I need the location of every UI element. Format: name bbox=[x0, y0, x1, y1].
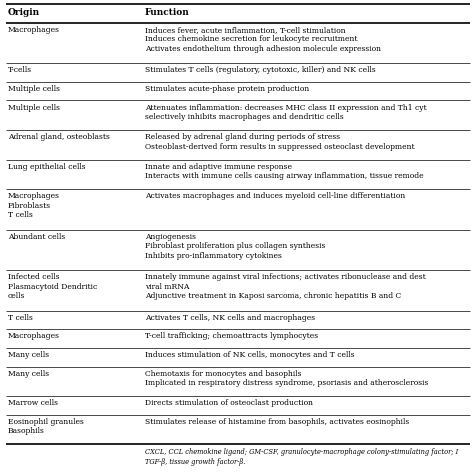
Text: T cells: T cells bbox=[8, 314, 33, 322]
Text: T-cells: T-cells bbox=[8, 66, 32, 74]
Text: Macrophages: Macrophages bbox=[8, 26, 60, 34]
Text: Attenuates inflammation: decreases MHC class II expression and Th1 cyt
selective: Attenuates inflammation: decreases MHC c… bbox=[145, 103, 427, 121]
Text: Activates macrophages and induces myeloid cell-line differentiation: Activates macrophages and induces myeloi… bbox=[145, 192, 405, 200]
Text: Many cells: Many cells bbox=[8, 370, 49, 378]
Text: Angiogenesis
Fibroblast proliferation plus collagen synthesis
Inhibits pro-infla: Angiogenesis Fibroblast proliferation pl… bbox=[145, 233, 325, 260]
Text: Innately immune against viral infections; activates ribonuclease and dest
viral : Innately immune against viral infections… bbox=[145, 273, 426, 300]
Text: Innate and adaptive immune response
Interacts with immune cells causing airway i: Innate and adaptive immune response Inte… bbox=[145, 163, 423, 180]
Text: Macrophages: Macrophages bbox=[8, 332, 60, 340]
Text: Induces fever, acute inflammation, T-cell stimulation
Induces chemokine secretio: Induces fever, acute inflammation, T-cel… bbox=[145, 26, 381, 53]
Text: Abundant cells: Abundant cells bbox=[8, 233, 65, 241]
Text: T-cell trafficking; chemoattracts lymphocytes: T-cell trafficking; chemoattracts lympho… bbox=[145, 332, 318, 340]
Text: Stimulates T cells (regulatory, cytotoxic, killer) and NK cells: Stimulates T cells (regulatory, cytotoxi… bbox=[145, 66, 375, 74]
Text: Induces stimulation of NK cells, monocytes and T cells: Induces stimulation of NK cells, monocyt… bbox=[145, 351, 355, 359]
Text: Stimulates release of histamine from basophils, activates eosinophils: Stimulates release of histamine from bas… bbox=[145, 418, 409, 426]
Text: Activates T cells, NK cells and macrophages: Activates T cells, NK cells and macropha… bbox=[145, 314, 315, 322]
Text: Infected cells
Plasmacytoid Dendritic
cells: Infected cells Plasmacytoid Dendritic ce… bbox=[8, 273, 97, 300]
Text: Adrenal gland, osteoblasts: Adrenal gland, osteoblasts bbox=[8, 133, 110, 141]
Text: Macrophages
Fibroblasts
T cells: Macrophages Fibroblasts T cells bbox=[8, 192, 60, 219]
Text: Multiple cells: Multiple cells bbox=[8, 103, 60, 111]
Text: Origin: Origin bbox=[8, 8, 40, 17]
Text: Chemotaxis for monocytes and basophils
Implicated in respiratory distress syndro: Chemotaxis for monocytes and basophils I… bbox=[145, 370, 428, 387]
Text: Released by adrenal gland during periods of stress
Osteoblast-derived form resul: Released by adrenal gland during periods… bbox=[145, 133, 414, 151]
Text: Eosinophil granules
Basophils: Eosinophil granules Basophils bbox=[8, 418, 84, 436]
Text: Marrow cells: Marrow cells bbox=[8, 399, 58, 407]
Text: Many cells: Many cells bbox=[8, 351, 49, 359]
Text: CXCL, CCL chemokine ligand; GM-CSF, granulocyte-macrophage colony-stimulating fa: CXCL, CCL chemokine ligand; GM-CSF, gran… bbox=[145, 448, 458, 466]
Text: Stimulates acute-phase protein production: Stimulates acute-phase protein productio… bbox=[145, 85, 309, 93]
Text: Function: Function bbox=[145, 8, 190, 17]
Text: Multiple cells: Multiple cells bbox=[8, 85, 60, 93]
Text: Lung epithelial cells: Lung epithelial cells bbox=[8, 163, 86, 171]
Text: Directs stimulation of osteoclast production: Directs stimulation of osteoclast produc… bbox=[145, 399, 313, 407]
